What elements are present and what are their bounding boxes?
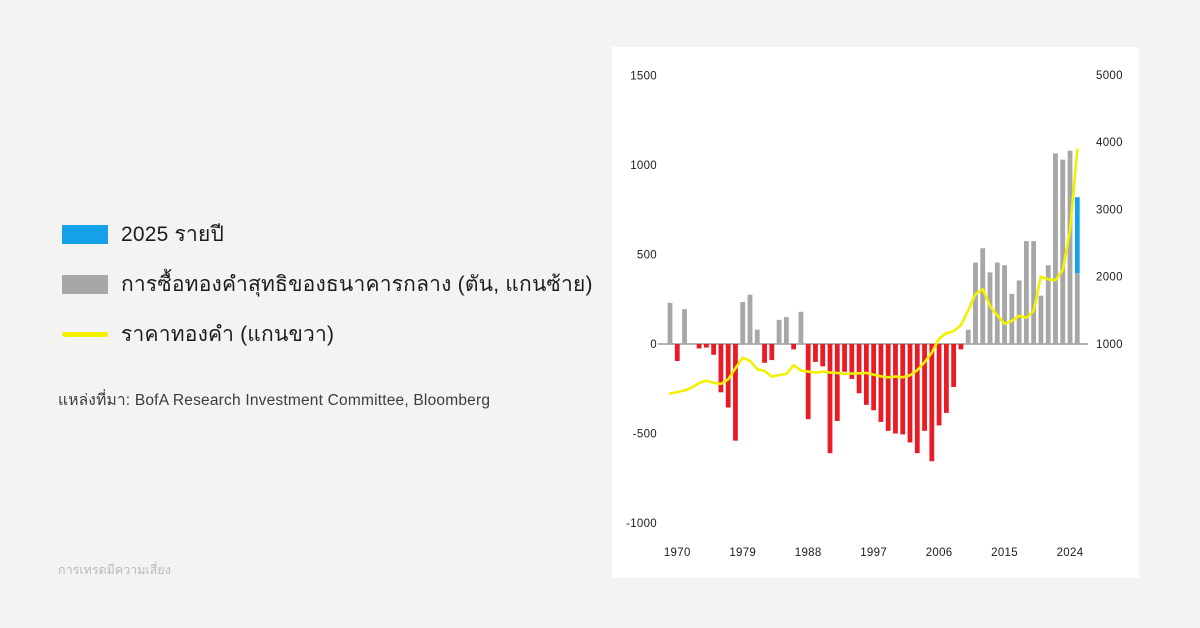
left-axis-tick--1000: -1000 xyxy=(626,518,657,530)
left-axis-tick-1000: 1000 xyxy=(630,160,657,172)
bar-1999 xyxy=(885,344,891,431)
x-axis-tick-1970: 1970 xyxy=(664,547,691,559)
bar-1978 xyxy=(733,344,738,441)
bar-2025-actual xyxy=(1074,273,1080,344)
bar-1981 xyxy=(754,329,760,344)
bar-1992 xyxy=(834,344,840,421)
source-note: แหล่งที่มา: BofA Research Investment Com… xyxy=(58,392,491,409)
bar-1997 xyxy=(871,344,877,411)
bar-1998 xyxy=(878,344,884,422)
legend-item-gold-price: ราคาทองคำ (แกนขวา) xyxy=(62,318,593,351)
bar-2011 xyxy=(973,262,978,344)
bar-1993 xyxy=(842,344,847,372)
bar-2022 xyxy=(1053,153,1058,344)
legend: 2025 รายปี การซื้อทองคำสุทธิของธนาคารกลา… xyxy=(62,218,593,351)
gold-chart: 150010005000-500-10005000400030002000100… xyxy=(626,70,1123,559)
bar-1996 xyxy=(863,344,869,405)
bar-2007 xyxy=(943,344,949,413)
bar-2004 xyxy=(922,344,927,431)
bar-2012 xyxy=(980,248,986,344)
bar-2005 xyxy=(929,344,935,462)
risk-disclaimer: การเทรดมีความเสี่ยง xyxy=(58,563,171,577)
left-axis-tick-1500: 1500 xyxy=(630,71,657,83)
bar-2017 xyxy=(1016,280,1022,344)
bar-2000 xyxy=(893,344,898,434)
legend-swatch-cb-purchases-icon xyxy=(62,275,108,294)
bar-1994 xyxy=(849,344,855,379)
bar-1980 xyxy=(747,294,753,344)
x-axis-tick-1988: 1988 xyxy=(795,547,822,559)
bar-2023 xyxy=(1060,159,1066,344)
bar-1971 xyxy=(682,309,687,344)
bar-2009 xyxy=(958,344,964,350)
bar-2020 xyxy=(1038,295,1044,344)
bar-2013 xyxy=(987,272,993,344)
bar-1991 xyxy=(827,344,833,454)
bar-1975 xyxy=(711,344,717,355)
right-axis-tick-1000: 1000 xyxy=(1096,339,1123,351)
x-axis-tick-2015: 2015 xyxy=(991,547,1018,559)
bar-1976 xyxy=(718,344,724,393)
bar-2006 xyxy=(936,344,942,426)
bar-1986 xyxy=(791,344,797,350)
legend-label-gold-price: ราคาทองคำ (แกนขวา) xyxy=(121,323,335,346)
right-axis-tick-5000: 5000 xyxy=(1096,70,1123,82)
bar-1979 xyxy=(740,301,746,344)
left-axis-tick--500: -500 xyxy=(633,429,657,441)
bar-1977 xyxy=(725,344,731,408)
x-axis-tick-2024: 2024 xyxy=(1057,547,1084,559)
bar-1985 xyxy=(783,317,789,344)
bar-2008 xyxy=(951,344,957,387)
x-axis-tick-1979: 1979 xyxy=(729,547,756,559)
right-axis-tick-2000: 2000 xyxy=(1096,272,1123,284)
bar-2014 xyxy=(994,262,1000,344)
bar-2003 xyxy=(914,344,920,454)
bar-2025-annualized xyxy=(1074,197,1080,274)
right-axis-tick-4000: 4000 xyxy=(1096,137,1123,149)
legend-label-cb-purchases: การซื้อทองคำสุทธิของธนาคารกลาง (ตัน, แกน… xyxy=(121,273,593,296)
legend-item-2025: 2025 รายปี xyxy=(62,218,593,251)
bar-1989 xyxy=(813,344,818,362)
legend-swatch-gold-price-icon xyxy=(62,332,108,337)
x-axis-tick-1997: 1997 xyxy=(860,547,887,559)
left-axis-tick-500: 500 xyxy=(637,250,657,262)
legend-swatch-2025-icon xyxy=(62,225,108,244)
bar-1983 xyxy=(769,344,775,361)
gold-price-line xyxy=(668,148,1079,395)
chart-panel: 1500 1000 500 0 -500 -1000 5000 4000 3000 2000 100… xyxy=(612,47,1139,578)
bar-1995 xyxy=(856,344,862,394)
legend-item-cb-purchases: การซื้อทองคำสุทธิของธนาคารกลาง (ตัน, แกน… xyxy=(62,268,593,301)
bar-2019 xyxy=(1031,241,1037,344)
bar-2010 xyxy=(965,329,971,344)
bar-1970 xyxy=(674,344,680,362)
right-axis-tick-3000: 3000 xyxy=(1096,204,1123,216)
bar-2024 xyxy=(1067,150,1073,344)
bar-2016 xyxy=(1009,293,1015,344)
bar-1990 xyxy=(820,344,826,367)
bar-1973 xyxy=(696,344,702,349)
bar-2001 xyxy=(900,344,906,435)
x-axis-tick-2006: 2006 xyxy=(926,547,953,559)
bar-1982 xyxy=(762,344,767,363)
bar-2002 xyxy=(907,344,913,443)
bar-2015 xyxy=(1002,265,1007,344)
bar-2021 xyxy=(1045,265,1051,344)
legend-label-2025: 2025 รายปี xyxy=(121,223,225,246)
bar-1987 xyxy=(798,311,804,344)
bar-1984 xyxy=(776,319,782,344)
bar-2018 xyxy=(1023,241,1029,344)
bar-1974 xyxy=(703,344,709,348)
bar-1988 xyxy=(805,344,811,420)
bar-1969 xyxy=(667,302,673,344)
left-axis-tick-0: 0 xyxy=(650,339,657,351)
